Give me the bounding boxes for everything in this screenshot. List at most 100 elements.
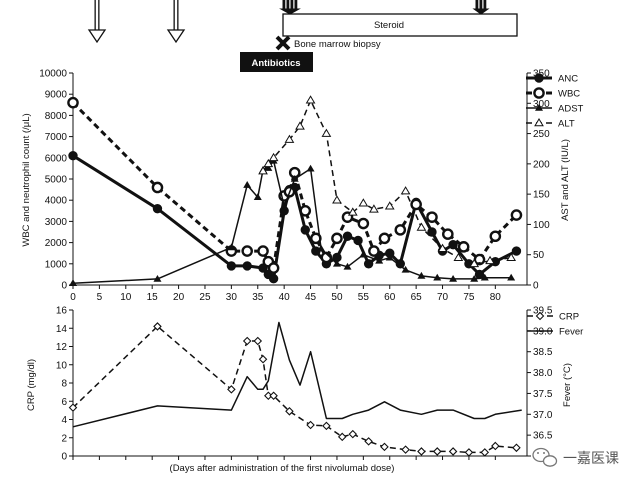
data-point-anc [268,273,279,284]
top-ytick-left-label: 4000 [45,196,68,207]
data-point-adst [264,164,273,171]
top-ytick-right-label: 100 [533,220,550,231]
data-point-adst [449,274,458,282]
data-point-crp [242,336,252,346]
data-point-crp [401,445,410,454]
legend-marker-wbc [533,87,545,99]
top-ylabel-right: AST and ALT (IU/L) [560,139,571,221]
data-point-wbc [457,241,470,253]
data-point-wbc [267,262,280,274]
top-xtick-label: 70 [437,292,449,303]
data-point-wbc [368,245,380,257]
top-ytick-left-label: 9000 [45,90,68,101]
data-point-anc [363,259,374,269]
data-point-alt [332,195,342,204]
data-point-alt [416,222,427,231]
top-xtick-label: 50 [331,292,343,303]
bottom-ytick-left-label: 2 [61,433,67,444]
data-point-crp [285,407,294,416]
data-point-crp [337,432,347,442]
top-xtick-label: 20 [173,292,185,303]
biopsy-marker-icon [275,35,291,51]
data-point-wbc [151,181,164,194]
data-point-crp [491,441,500,451]
bottom-panel-series [68,321,522,457]
data-point-anc [300,225,310,235]
data-point-anc [427,227,437,237]
data-point-anc [242,261,252,271]
data-point-anc [353,235,363,246]
top-ytick-right-label: 200 [533,159,550,170]
bottom-ytick-left-label: 12 [56,342,68,353]
data-point-crp [306,420,315,430]
legend-label-adst: ADST [558,104,584,115]
data-point-adst [227,243,236,251]
data-point-adst [290,175,299,182]
top-ytick-left-label: 6000 [45,153,68,164]
data-point-wbc [331,232,343,245]
data-point-anc [511,246,522,256]
data-point-anc [152,203,163,214]
steroid-bar [282,13,518,37]
bottom-ytick-left-label: 8 [61,379,67,390]
top-xtick-label: 25 [199,292,211,303]
legend-label-crp: CRP [559,312,579,323]
data-point-alt [358,198,369,207]
top-ytick-left-label: 7000 [45,132,68,143]
top-panel-legend: ANC WBC ADST ALT [526,73,584,130]
bottom-ytick-left-label: 0 [61,452,67,463]
series-line-fever [72,321,522,428]
data-point-adst [385,253,394,261]
data-point-adst [153,274,162,282]
top-xtick-label: 75 [463,292,475,303]
top-ytick-left-label: 8000 [45,111,68,122]
legend-label-fever: Fever [559,327,583,338]
top-ytick-left-label: 1000 [45,259,68,270]
data-point-crp [227,385,236,394]
data-point-adst [280,202,289,210]
data-point-crp [322,421,331,431]
data-point-adst [343,262,352,270]
data-point-alt [347,207,358,216]
antibiotics-label: Antibiotics [251,58,300,69]
legend-marker-anc [534,73,544,83]
top-ylabel-left: WBC and neutrophil count (/μL) [21,113,32,246]
data-point-crp [253,336,263,346]
top-ytick-right-label: 250 [533,129,550,140]
data-point-alt [437,243,448,252]
data-point-wbc [489,230,502,243]
data-point-crp [448,447,458,456]
watermark-text: 一嘉医课 [563,450,619,466]
legend-label-wbc: WBC [558,89,580,100]
data-point-adst [507,273,516,281]
bottom-ytick-left-label: 4 [61,415,67,426]
data-point-wbc [510,209,523,221]
top-ytick-left-label: 3000 [45,217,68,228]
data-point-alt [305,95,316,104]
data-point-crp [269,391,278,401]
treatment-annotations: Steroid Bone marrow biopsy [87,0,518,72]
top-xtick-label: 15 [147,292,159,303]
bottom-ytick-left-label: 16 [56,306,68,317]
data-point-crp [432,447,442,456]
data-point-adst [375,256,384,264]
data-point-alt [400,186,411,195]
top-xtick-label: 5 [97,292,103,303]
data-point-adst [243,181,252,188]
steroid-start-arrows [279,0,301,15]
data-point-alt [369,204,379,213]
data-point-wbc [378,232,391,245]
data-point-anc [226,261,237,271]
watermark: 一嘉医课 [532,447,619,467]
top-panel-series [67,95,523,286]
data-point-wbc [241,245,254,257]
wechat-icon [532,447,558,467]
data-point-crp [348,429,358,439]
data-point-adst [332,259,341,267]
bottom-ytick-right-label: 39.0 [533,326,553,337]
legend-marker-adst [535,104,543,111]
data-point-alt [284,134,295,143]
bottom-ytick-right-label: 39.5 [533,306,553,317]
